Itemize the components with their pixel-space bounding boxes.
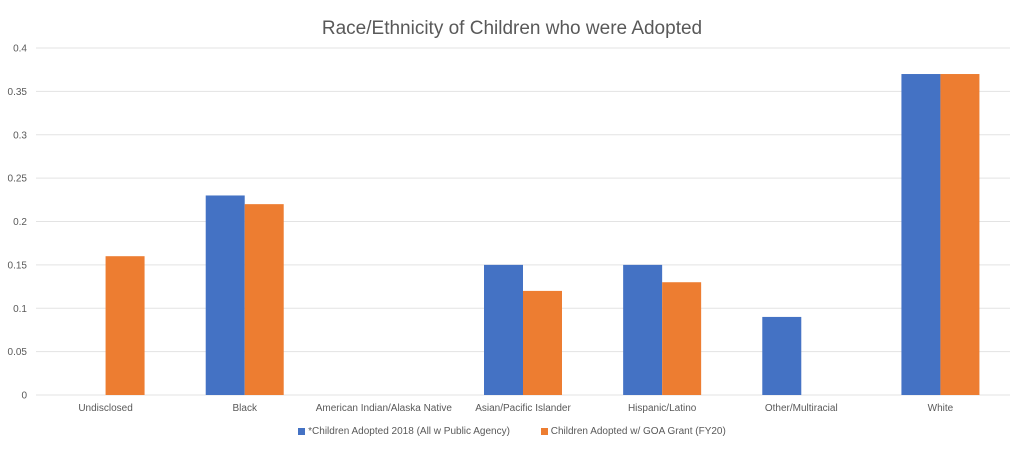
chart-title: Race/Ethnicity of Children who were Adop…	[321, 18, 703, 39]
bar-orange	[662, 282, 702, 395]
bar-blue	[205, 195, 245, 395]
legend-swatch-orange	[540, 427, 548, 435]
x-tick-label: White	[928, 403, 954, 414]
y-tick-label: 0.05	[8, 347, 28, 358]
bar-blue	[901, 74, 941, 396]
x-tick-label: Other/Multiracial	[765, 403, 838, 414]
y-tick-label: 0.4	[13, 44, 27, 55]
legend: *Children Adopted 2018 (All w Public Age…	[0, 426, 1024, 437]
x-tick-label: Undisclosed	[78, 403, 132, 414]
bar-orange	[940, 74, 980, 396]
bar-orange	[244, 204, 284, 395]
bar-orange	[105, 256, 145, 395]
bar-blue	[484, 264, 523, 395]
legend-item-series-2: Children Adopted w/ GOA Grant (FY20)	[540, 426, 726, 437]
y-tick-label: 0.3	[13, 130, 27, 141]
x-tick-label: American Indian/Alaska Native	[316, 403, 453, 414]
bar-blue	[762, 316, 802, 395]
legend-item-series-1: *Children Adopted 2018 (All w Public Age…	[298, 426, 510, 437]
legend-swatch-blue	[298, 427, 306, 435]
legend-label: Children Adopted w/ GOA Grant (FY20)	[550, 426, 726, 437]
legend-label: *Children Adopted 2018 (All w Public Age…	[308, 426, 510, 437]
bar-orange	[523, 290, 562, 395]
y-tick-label: 0.35	[8, 87, 28, 98]
y-tick-label: 0	[21, 391, 27, 402]
x-tick-label: Hispanic/Latino	[628, 403, 697, 414]
x-tick-label: Black	[232, 403, 257, 414]
y-tick-label: 0.2	[13, 217, 27, 228]
y-tick-label: 0.15	[8, 260, 28, 271]
y-tick-label: 0.25	[8, 174, 28, 185]
bar-blue	[623, 264, 663, 395]
y-tick-label: 0.1	[13, 304, 27, 315]
x-tick-label: Asian/Pacific Islander	[475, 403, 571, 414]
